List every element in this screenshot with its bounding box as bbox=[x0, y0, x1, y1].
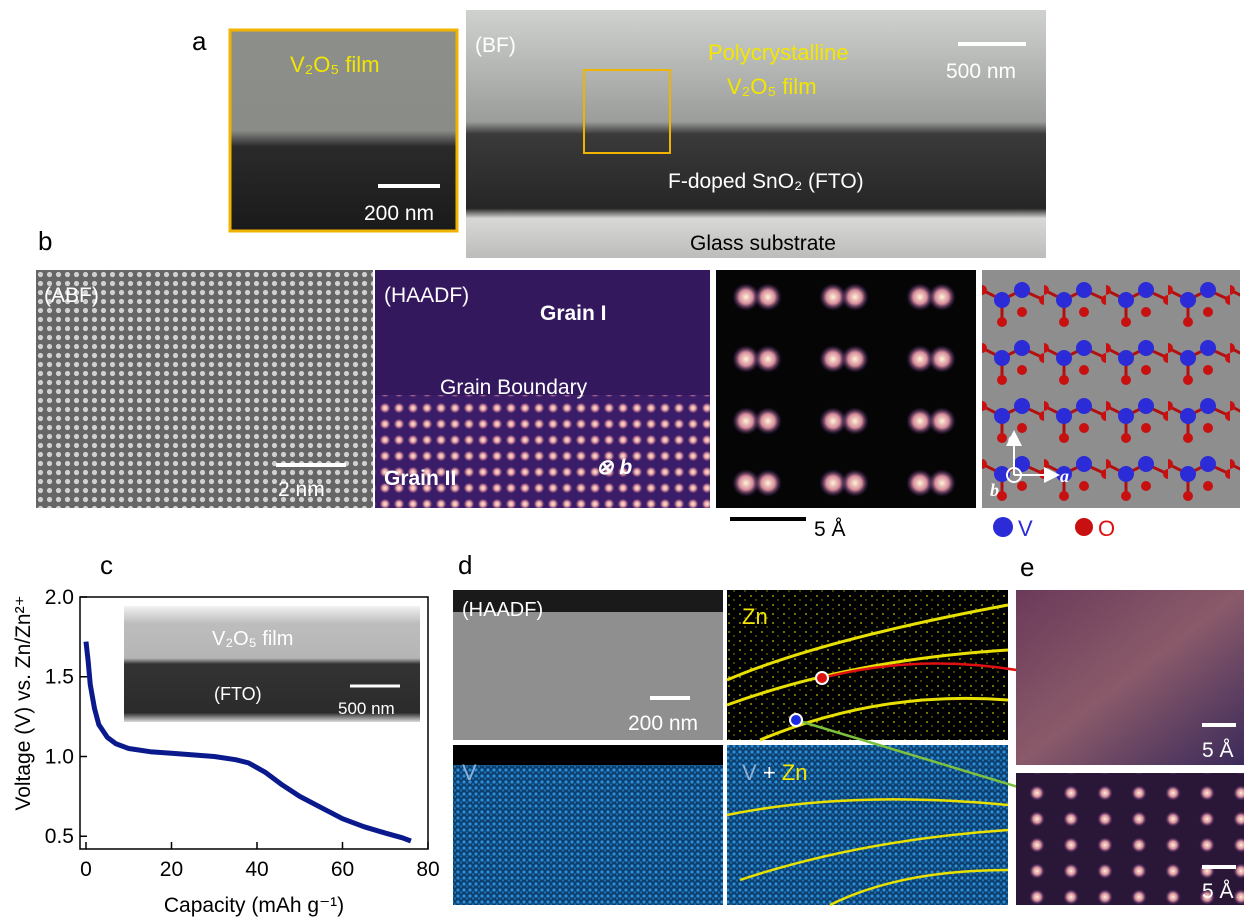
scale-text: 5 Å bbox=[1202, 739, 1234, 762]
axis-text: c bbox=[1008, 428, 1016, 448]
scale-text: 5 Å bbox=[814, 518, 846, 541]
map-text: V bbox=[742, 760, 757, 785]
layer-text: F-doped SnO₂ (FTO) bbox=[668, 170, 864, 193]
x-tick-label: 40 bbox=[245, 858, 268, 881]
legend-atom bbox=[1075, 518, 1093, 536]
x-tick-label: 20 bbox=[160, 858, 183, 881]
scale-text: 2 nm bbox=[278, 478, 325, 501]
legend-text: O bbox=[1098, 516, 1115, 541]
grain-text: Grain II bbox=[384, 467, 456, 490]
mode-text: (HAADF) bbox=[462, 599, 543, 621]
scale-text: 500 nm bbox=[946, 60, 1016, 83]
x-tick-label: 80 bbox=[416, 858, 439, 881]
scale-text: 5 Å bbox=[1202, 880, 1234, 903]
grain-text: Grain I bbox=[540, 302, 607, 325]
y-tick-label: 1.5 bbox=[45, 666, 74, 689]
y-tick-label: 2.0 bbox=[45, 586, 74, 609]
panel-label: d bbox=[458, 550, 472, 580]
mode-text: (BF) bbox=[475, 34, 516, 57]
map-text: Zn bbox=[782, 760, 808, 785]
grain-text: Grain Boundary bbox=[440, 376, 588, 399]
axis-text: b bbox=[990, 480, 999, 500]
title-text: Polycrystalline bbox=[708, 40, 849, 65]
haadf-lattice bbox=[375, 395, 710, 508]
scale-text: 200 nm bbox=[628, 712, 698, 735]
marker bbox=[790, 714, 802, 726]
y-tick-label: 0.5 bbox=[45, 825, 74, 848]
inset-text: V₂O₅ film bbox=[290, 52, 380, 77]
figure: a V₂O₅ film 200 nm (BF) Polycrystalline … bbox=[0, 0, 1244, 919]
x-tick-label: 0 bbox=[80, 858, 92, 881]
scale-text: 200 nm bbox=[364, 202, 434, 225]
layer-text: Glass substrate bbox=[690, 232, 836, 255]
axis-text: ⊗ b bbox=[596, 456, 632, 479]
panel-label: c bbox=[100, 550, 113, 580]
mode-text: (ABF) bbox=[44, 284, 99, 307]
marker bbox=[816, 672, 828, 684]
mode-text: (HAADF) bbox=[384, 284, 469, 307]
legend-text: V bbox=[1018, 516, 1033, 541]
map-text: V + Zn bbox=[742, 760, 807, 785]
atom-image bbox=[716, 270, 976, 508]
map-text: + bbox=[763, 760, 776, 785]
panel-label: b bbox=[38, 226, 52, 256]
scale-text: 500 nm bbox=[338, 699, 395, 718]
y-tick-label: 1.0 bbox=[45, 745, 74, 768]
map-text: Zn bbox=[742, 604, 768, 629]
v-map bbox=[453, 745, 723, 905]
panel-label: a bbox=[192, 26, 207, 56]
title-text: V₂O₅ film bbox=[727, 74, 817, 99]
inset-text: (FTO) bbox=[214, 684, 262, 704]
v-map bbox=[453, 745, 723, 765]
map-text: V bbox=[462, 760, 477, 785]
panel-label: e bbox=[1020, 552, 1034, 582]
x-tick-label: 60 bbox=[331, 858, 354, 881]
axis-text: a bbox=[1060, 466, 1069, 486]
x-axis-label: Capacity (mAh g⁻¹) bbox=[164, 894, 344, 917]
y-axis-label: Voltage (V) vs. Zn/Zn²⁺ bbox=[12, 595, 35, 810]
inset-text: V₂O₅ film bbox=[212, 628, 293, 650]
legend-atom bbox=[993, 517, 1013, 537]
